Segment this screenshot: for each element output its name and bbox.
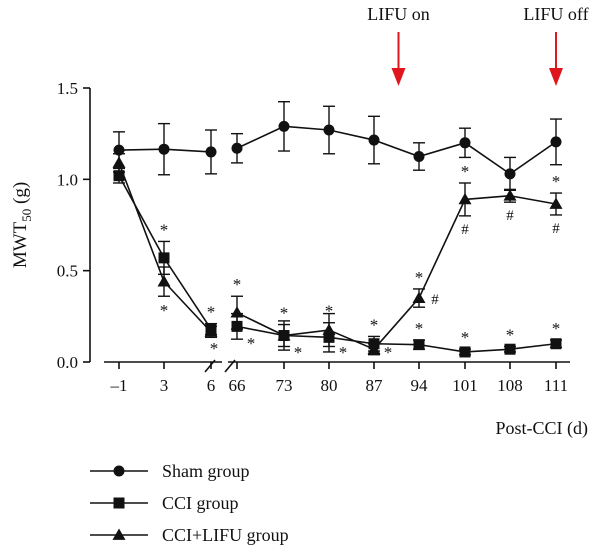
data-point (112, 156, 126, 168)
significance-mark: * (160, 220, 169, 239)
hash-mark: # (506, 208, 514, 224)
significance-mark: * (339, 343, 348, 362)
x-axis-break-mark (204, 359, 216, 373)
annotation-arrow-head (391, 68, 406, 86)
data-point (413, 151, 425, 162)
x-tick-label: 6 (207, 376, 216, 395)
data-point (459, 137, 471, 149)
data-point (322, 323, 336, 335)
series-line (236, 325, 557, 353)
data-point (412, 291, 426, 303)
series-line (236, 194, 557, 351)
x-tick-label: 101 (452, 376, 478, 395)
data-point (204, 325, 218, 337)
annotation-arrow-head (549, 68, 563, 86)
data-point (277, 329, 291, 341)
data-point (550, 338, 562, 350)
data-point (157, 275, 171, 287)
data-point (549, 197, 563, 209)
annotation-label: LIFU off (523, 4, 588, 24)
legend-item: Sham group (90, 461, 250, 481)
data-point (113, 144, 125, 156)
data-point (458, 192, 472, 205)
legend-label: CCI+LIFU group (162, 525, 289, 545)
x-tick-label: 94 (411, 376, 429, 395)
hash-mark: # (552, 221, 560, 237)
series-triangle: * * * * * * * * # * # # * # (112, 153, 563, 362)
data-point (113, 170, 125, 182)
significance-mark: * (247, 334, 256, 353)
x-tick-label: 111 (544, 376, 568, 395)
x-tick-label: 73 (276, 376, 293, 395)
significance-mark: * (506, 325, 515, 344)
data-point (504, 168, 516, 180)
data-point (413, 339, 425, 351)
legend-marker (113, 497, 125, 509)
data-point (368, 134, 380, 146)
hash-mark: # (431, 292, 439, 308)
y-axis-label: MWT50 (g) (10, 182, 34, 268)
significance-mark: * (210, 339, 219, 358)
x-axis-break-mark (224, 359, 236, 373)
y-tick-label: 1.5 (57, 79, 78, 98)
data-point (231, 142, 243, 154)
data-point (278, 120, 290, 132)
legend-item: CCI group (90, 493, 239, 513)
significance-mark: * (415, 268, 424, 287)
significance-mark: * (325, 302, 334, 321)
x-axis-label: Post-CCI (d) (495, 418, 588, 439)
data-point (503, 189, 517, 201)
y-tick-label: 1.0 (57, 170, 78, 189)
significance-mark: * (461, 162, 470, 181)
series-layer: * * * * * * * * * * * * * * * * * # * # # * # (112, 100, 563, 362)
x-tick-label: 87 (366, 376, 384, 395)
hash-mark: # (461, 222, 469, 238)
legend-marker (112, 528, 126, 540)
data-point (205, 146, 217, 158)
data-point (158, 252, 170, 264)
x-tick-label: 66 (229, 376, 246, 395)
series-circle (113, 100, 562, 191)
significance-mark: * (207, 303, 216, 322)
x-tick-label: 108 (497, 376, 523, 395)
x-tick-label: 3 (160, 376, 169, 395)
data-point (367, 342, 381, 355)
data-point (459, 346, 471, 358)
series-line (236, 125, 557, 175)
significance-mark: * (370, 315, 379, 334)
legend-label: CCI group (162, 493, 239, 513)
legend: Sham group CCI group CCI+LIFU group (90, 461, 289, 545)
significance-mark: * (384, 343, 393, 362)
data-point (323, 124, 335, 136)
legend-marker (113, 465, 125, 477)
data-point (230, 306, 244, 318)
y-tick-label: 0.5 (57, 262, 78, 281)
significance-mark: * (294, 343, 303, 362)
data-point (158, 143, 170, 155)
annotation-label: LIFU on (367, 4, 430, 24)
significance-mark: * (233, 275, 242, 294)
y-tick-label: 0.0 (57, 353, 78, 372)
x-tick-label: –1 (110, 376, 128, 395)
data-point (550, 136, 562, 148)
significance-mark: * (552, 172, 561, 191)
significance-mark: * (552, 319, 561, 338)
axes: 0.00.51.01.5–1 3 6 66 73 80 87 94 101 108 111Post-… (10, 79, 588, 439)
significance-mark: * (280, 304, 289, 323)
significance-mark: * (415, 319, 424, 338)
data-point (504, 343, 516, 355)
legend-label: Sham group (162, 461, 250, 481)
significance-mark: * (461, 328, 470, 347)
x-tick-label: 80 (321, 376, 338, 395)
annotations: LIFU on LIFU off (367, 4, 589, 86)
significance-mark: * (160, 301, 169, 320)
legend-item: CCI+LIFU group (90, 525, 289, 545)
